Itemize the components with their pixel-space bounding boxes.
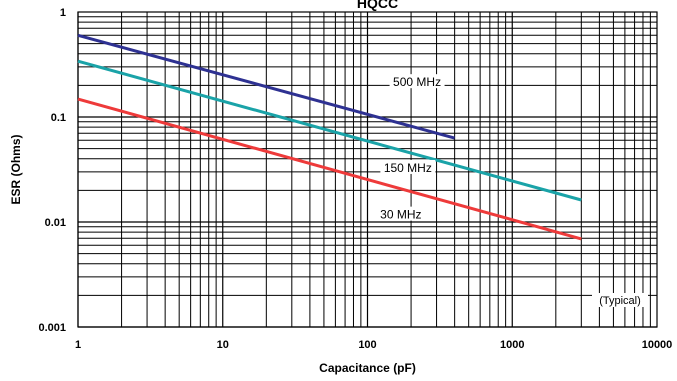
x-tick-label: 100	[358, 339, 376, 351]
x-tick-label: 1	[75, 339, 81, 351]
series-label-background	[389, 74, 445, 89]
series-label-background	[380, 159, 436, 174]
series-line-150-mhz	[77, 59, 582, 202]
y-axis-title: ESR (Ohms)	[9, 134, 23, 204]
y-tick-label: 0.01	[45, 217, 66, 229]
y-tick-label: 0.1	[51, 112, 66, 124]
x-tick-label: 1000	[500, 339, 524, 351]
series-label: 30 MHz	[380, 208, 421, 222]
y-tick-label: 1	[60, 7, 66, 19]
plot-frame	[77, 11, 658, 328]
typical-annotation: (Typical)	[599, 295, 641, 307]
tick-labels: 1 10 100 1000 10000 1 0.1 0.01 0.001	[38, 7, 672, 351]
series-line-500-mhz	[77, 33, 455, 140]
series-lines	[77, 33, 582, 241]
x-tick-label: 10000	[642, 339, 673, 351]
series-label: 500 MHz	[393, 75, 441, 89]
x-axis-title: Capacitance (pF)	[319, 361, 416, 375]
x-tick-label: 10	[217, 339, 229, 351]
chart-title: HQCC	[357, 0, 398, 11]
series-label-background	[376, 206, 425, 221]
y-tick-label: 0.001	[38, 322, 66, 334]
series-line-30-mhz	[77, 97, 582, 241]
series-labels: 500 MHz 150 MHz 30 MHz	[376, 74, 445, 222]
typical-label-background	[592, 293, 648, 307]
series-label: 150 MHz	[384, 161, 432, 175]
